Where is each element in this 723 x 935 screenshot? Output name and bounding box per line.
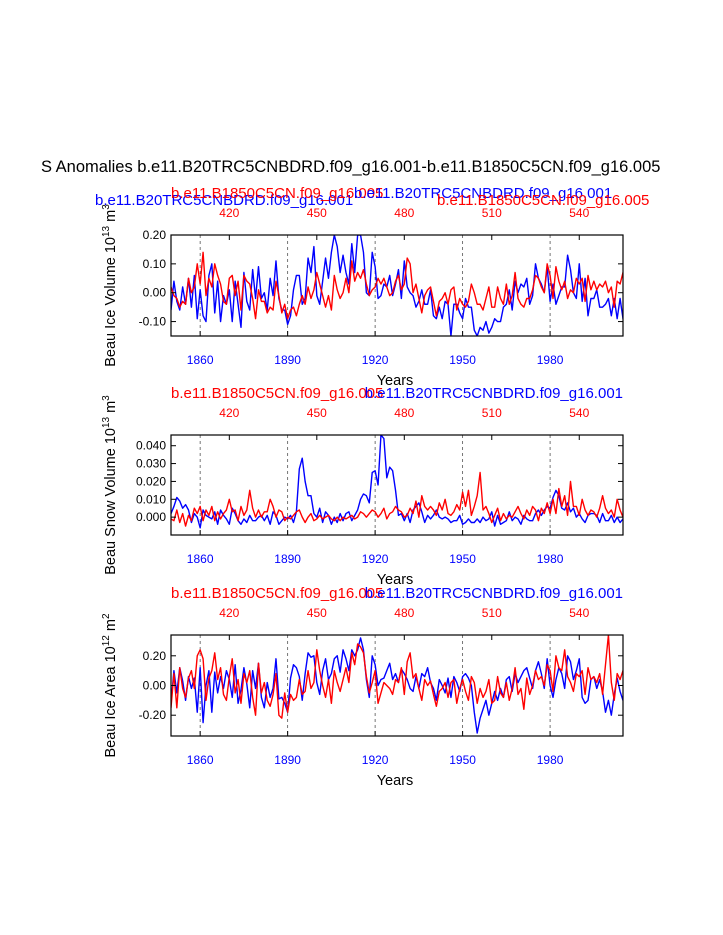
- x-tick-label-bottom: 1920: [362, 753, 389, 767]
- y-tick-label: 0.000: [136, 510, 166, 524]
- x-tick-label-top: 450: [307, 406, 327, 420]
- series-line-red: [171, 251, 623, 320]
- x-tick-label-top: 420: [219, 606, 239, 620]
- x-tick-label-bottom: 1980: [537, 552, 564, 566]
- y-tick-label: 0.00: [143, 286, 167, 300]
- panel-run-label-blue: b.e11.B20TRC5CNBDRD.f09_g16.001: [365, 385, 623, 402]
- plot-frame: [170, 434, 624, 536]
- x-tick-label-bottom: 1950: [449, 353, 476, 367]
- x-tick-label-top: 510: [482, 406, 502, 420]
- x-tick-label-top: 480: [394, 606, 414, 620]
- y-axis-label-exp: 13: [101, 225, 112, 237]
- top-run-label-blue-right: b.e11.B20TRC5CNBDRD.f09_g16.001: [354, 185, 612, 202]
- x-tick-label-bottom: 1890: [274, 552, 301, 566]
- x-tick-label-top: 450: [307, 606, 327, 620]
- y-tick-label: 0.20: [143, 649, 167, 663]
- x-tick-label-bottom: 1980: [537, 753, 564, 767]
- panel-run-label-red: b.e11.B1850C5CN.f09_g16.005: [171, 585, 383, 602]
- series-line-blue: [171, 435, 623, 529]
- y-tick-label: 0.020: [136, 474, 166, 488]
- x-tick-label-bottom: 1920: [362, 552, 389, 566]
- x-tick-label-top: 420: [219, 406, 239, 420]
- x-tick-label-top: 540: [569, 206, 589, 220]
- y-axis-label-unit-exp: 3: [101, 204, 112, 210]
- y-axis-label-exp: 12: [101, 635, 112, 647]
- x-tick-label-top: 450: [307, 206, 327, 220]
- chart-panel-2: 0.040 0.030 0.020 0.010 0.000 1860 1890 1920 195…: [101, 385, 624, 588]
- y-axis-label-unit: m: [103, 210, 119, 226]
- top-run-label-blue-left: b.e11.B20TRC5CNBDRD.f09_g16.001: [95, 192, 353, 209]
- x-axis-label: Years: [377, 572, 414, 588]
- x-tick-label-bottom: 1950: [449, 753, 476, 767]
- y-tick-label: 0.030: [136, 457, 166, 471]
- x-tick-label-bottom: 1890: [274, 353, 301, 367]
- y-tick-label: 0.010: [136, 492, 166, 506]
- y-axis-label-exp: 13: [101, 416, 112, 428]
- plot-frame: [170, 234, 624, 337]
- x-tick-label-top: 420: [219, 206, 239, 220]
- chart-panel-3: 0.20 0.00 -0.20 1860 1890 1920 1950 1980 420 450 4…: [101, 585, 624, 789]
- y-axis-label-unit-exp: 3: [101, 395, 112, 401]
- x-axis-label: Years: [377, 373, 414, 389]
- panel-run-label-blue: b.e11.B20TRC5CNBDRD.f09_g16.001: [365, 585, 623, 602]
- x-tick-label-bottom: 1920: [362, 353, 389, 367]
- y-tick-label: 0.040: [136, 439, 166, 453]
- y-axis-label-unit: m: [103, 619, 119, 635]
- y-axis-label-unit-exp: 2: [101, 613, 112, 619]
- y-axis-label-main: Beau Ice Volume 10: [103, 237, 119, 367]
- y-axis-label-main: Beau Ice Area 10: [103, 646, 119, 757]
- x-tick-label-top: 510: [482, 206, 502, 220]
- chart-panel-1: 0.20 0.10 0.00 -0.10 1860 1890 1920 1950 1980 420…: [101, 204, 624, 389]
- series-line-red: [171, 635, 623, 719]
- y-tick-label: 0.10: [143, 257, 167, 271]
- x-tick-label-bottom: 1860: [187, 353, 214, 367]
- y-tick-label: 0.20: [143, 228, 167, 242]
- series-line-red: [171, 471, 623, 527]
- page-title: S Anomalies b.e11.B20TRC5CNBDRD.f09_g16.…: [41, 158, 660, 176]
- y-tick-label: 0.00: [143, 679, 167, 693]
- x-axis-label: Years: [377, 773, 414, 789]
- x-tick-label-bottom: 1860: [187, 753, 214, 767]
- top-run-label-red-left: b.e11.B1850C5CN.f09_g16.005: [171, 185, 383, 202]
- x-tick-label-bottom: 1980: [537, 353, 564, 367]
- series-line-blue: [171, 637, 623, 734]
- x-tick-label-bottom: 1890: [274, 753, 301, 767]
- y-axis-label-main: Beau Snow Volume 10: [103, 428, 119, 575]
- top-run-label-red-right: b.e11.B1850C5CN.f09_g16.005: [437, 192, 649, 209]
- x-tick-label-top: 480: [394, 406, 414, 420]
- y-axis-label-unit: m: [103, 401, 119, 417]
- x-tick-label-top: 540: [569, 606, 589, 620]
- x-tick-label-top: 480: [394, 206, 414, 220]
- y-axis-label: Beau Ice Volume 1013 m3: [101, 204, 119, 367]
- y-axis-label: Beau Ice Area 1012 m2: [101, 613, 119, 757]
- x-tick-label-bottom: 1950: [449, 552, 476, 566]
- x-tick-label-top: 510: [482, 606, 502, 620]
- y-axis-label: Beau Snow Volume 1013 m3: [101, 395, 119, 575]
- x-tick-label-bottom: 1860: [187, 552, 214, 566]
- y-tick-label: -0.20: [139, 708, 167, 722]
- x-tick-label-top: 540: [569, 406, 589, 420]
- panel-run-label-red: b.e11.B1850C5CN.f09_g16.005: [171, 385, 383, 402]
- y-tick-label: -0.10: [139, 315, 167, 329]
